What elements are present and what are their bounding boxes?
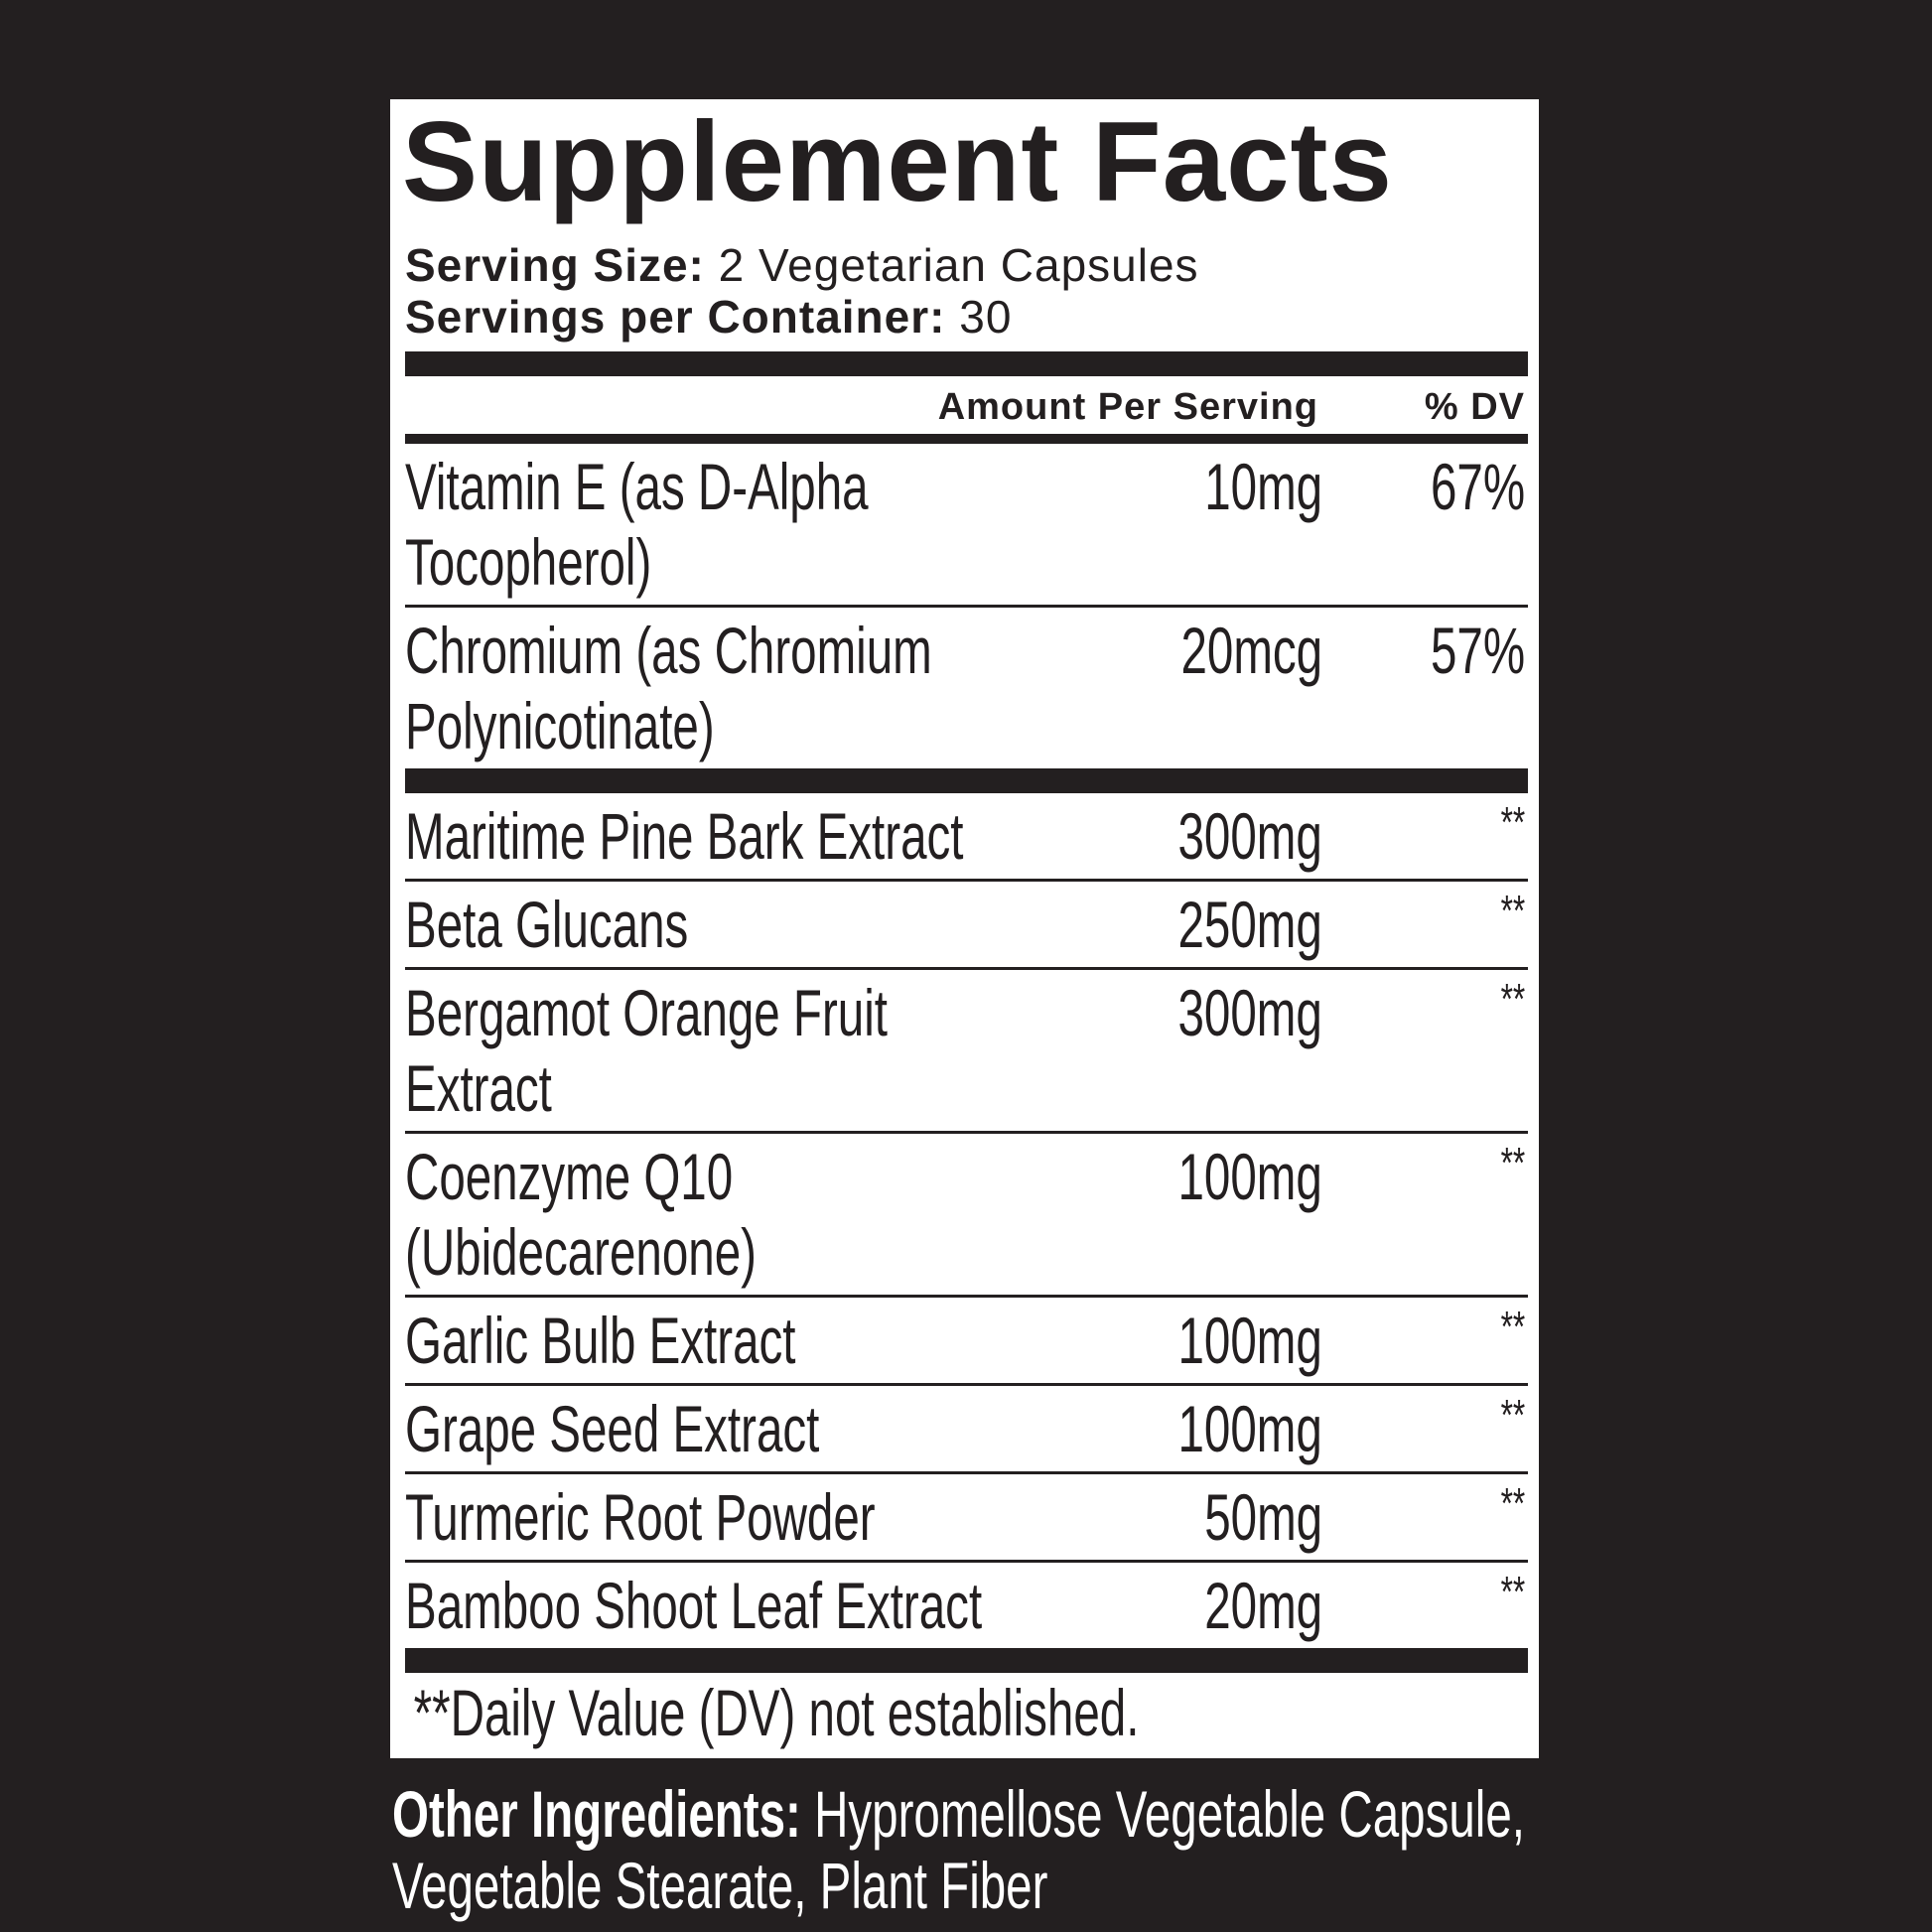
servings-per-container: Servings per Container: 30 [405,291,1012,343]
serving-size: Serving Size: 2 Vegetarian Capsules [405,239,1199,291]
ingredient-name: Turmeric Root Powder [405,1480,876,1554]
amount: 20mcg [1180,614,1322,687]
rule [405,879,1528,882]
amount: 20mg [1204,1569,1322,1642]
label: Servings per Container: [405,291,946,343]
ingredient-row: Bamboo Shoot Leaf Extract 20mg ** [405,1563,1528,1648]
daily-value: ** [1500,1479,1525,1528]
daily-value: ** [1500,887,1525,935]
daily-value: ** [1500,975,1525,1024]
amount: 300mg [1177,799,1322,873]
amount: 250mg [1177,888,1322,961]
amount: 100mg [1177,1392,1322,1465]
column-header: Amount Per Serving [937,386,1318,428]
daily-value: ** [1500,1303,1525,1351]
text: Hypromellose Vegetable Capsule, Vegetabl… [392,1777,1525,1922]
thick-rule [405,351,1528,376]
ingredient-row: Vitamin E (as D-Alpha Tocopherol) 10mg 67% [405,444,1528,605]
ingredient-name: Garlic Bulb Extract [405,1304,796,1377]
daily-value: 67% [1430,450,1525,523]
column-header: % DV [1424,386,1525,428]
ingredient-name: Bergamot Orange Fruit Extract [405,976,888,1125]
rule [405,1471,1528,1474]
rule [405,1383,1528,1386]
ingredient-row: Bergamot Orange Fruit Extract 300mg ** [405,970,1528,1131]
amount: 50mg [1204,1480,1322,1554]
amount: 100mg [1177,1140,1322,1213]
amount: 300mg [1177,976,1322,1049]
ingredient-row: Garlic Bulb Extract 100mg ** [405,1298,1528,1383]
ingredient-name: Chromium (as Chromium Polynicotinate) [405,614,932,762]
rule [405,605,1528,608]
ingredient-name: Coenzyme Q10 (Ubidecarenone) [405,1140,757,1289]
rule [405,434,1528,444]
daily-value: ** [1500,1391,1525,1440]
ingredient-name: Grape Seed Extract [405,1392,820,1465]
daily-value: 57% [1430,614,1525,687]
daily-value: ** [1500,1568,1525,1616]
amount: 100mg [1177,1304,1322,1377]
ingredient-name: Bamboo Shoot Leaf Extract [405,1569,983,1642]
rule [405,1560,1528,1563]
ingredient-name: Maritime Pine Bark Extract [405,799,964,873]
rule [405,967,1528,970]
amount: 10mg [1204,450,1322,523]
title: Supplement Facts [402,99,1393,225]
daily-value: ** [1500,1139,1525,1187]
ingredient-row: Beta Glucans 250mg ** [405,882,1528,967]
label: Other Ingredients: [392,1777,801,1851]
ingredient-row: Chromium (as Chromium Polynicotinate) 20m… [405,608,1528,768]
rule [405,1295,1528,1298]
daily-value: ** [1500,798,1525,847]
value: 30 [959,291,1013,343]
label: Serving Size: [405,239,705,291]
ingredient-row: Turmeric Root Powder 50mg ** [405,1474,1528,1560]
ingredient-row: Grape Seed Extract 100mg ** [405,1386,1528,1471]
thick-rule [405,768,1528,793]
ingredient-row: Maritime Pine Bark Extract 300mg ** [405,793,1528,879]
rule [405,1131,1528,1134]
footnote: **Daily Value (DV) not established. [413,1676,1140,1749]
facts-table: Vitamin E (as D-Alpha Tocopherol) 10mg 67%… [405,444,1528,1750]
ingredient-name: Beta Glucans [405,888,689,961]
facts-panel: Supplement Facts Serving Size: 2 Vegetar… [390,99,1539,1758]
value: 2 Vegetarian Capsules [718,239,1199,291]
ingredient-name: Vitamin E (as D-Alpha Tocopherol) [405,450,869,599]
other-ingredients: Other Ingredients: Hypromellose Vegetabl… [392,1778,1534,1921]
thick-rule [405,1648,1528,1673]
ingredient-row: Coenzyme Q10 (Ubidecarenone) 100mg ** [405,1134,1528,1295]
